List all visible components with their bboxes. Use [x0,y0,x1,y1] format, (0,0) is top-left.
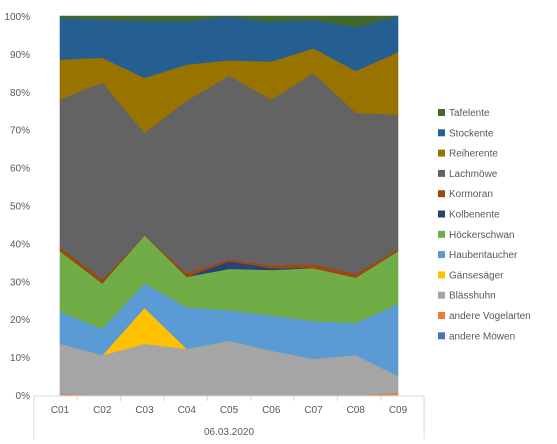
legend-label-blaesshuhn: Blässhuhn [449,291,496,302]
y-axis: 0% 10% 20% 30% 40% 50% 60% 70% 80% 90% 100% [4,12,30,402]
x-tick-label: C04 [178,405,197,416]
y-tick-label: 100% [4,12,30,23]
legend-label-reiherente: Reiherente [449,149,498,160]
x-tick-label: C06 [262,405,281,416]
legend-swatch-andere-moewen [438,332,445,340]
y-tick-label: 50% [10,202,30,213]
y-tick-label: 90% [10,50,30,61]
x-tick-label: C03 [135,405,154,416]
x-tick-label: C02 [93,405,112,416]
legend-swatch-hoeckerschwan [438,230,445,238]
y-tick-label: 30% [10,277,30,288]
x-tick-label: C05 [220,405,239,416]
y-tick-label: 70% [10,126,30,137]
x-tick-label: C08 [347,405,366,416]
series-area-tafelente [59,15,399,28]
legend-swatch-blaesshuhn [438,291,445,299]
legend-label-tafelente: Tafelente [449,108,490,119]
legend: Tafelente Stockente Reiherente Lachmöwe Korm… [438,108,531,342]
legend-label-kolbenente: Kolbenente [449,210,500,221]
legend-label-gaensesaeger: Gänsesäger [449,270,504,281]
x-tick-label: C09 [389,405,408,416]
legend-swatch-reiherente [438,149,445,157]
legend-swatch-haubentaucher [438,251,445,259]
legend-label-andere-vogelarten: andere Vogelarten [449,311,531,322]
y-tick-label: 40% [10,239,30,250]
legend-label-haubentaucher: Haubentaucher [449,250,518,261]
x-group-label: 06.03.2020 [204,427,254,438]
legend-swatch-kormoran [438,190,445,198]
x-tick-label: C01 [51,405,70,416]
y-tick-label: 80% [10,88,30,99]
y-tick-label: 10% [10,353,30,364]
legend-swatch-andere-vogelarten [438,312,445,319]
legend-swatch-kolbenente [438,210,445,218]
legend-swatch-gaensesaeger [438,271,445,279]
legend-swatch-lachmoewe [438,169,445,177]
x-tick-label: C07 [304,405,323,416]
legend-label-hoeckerschwan: Höckerschwan [449,230,515,241]
y-tick-label: 20% [10,315,30,326]
legend-swatch-tafelente [438,109,445,116]
legend-label-andere-moewen: andere Möwen [449,331,515,342]
y-tick-label: 60% [10,164,30,175]
area-layer [59,15,399,396]
y-tick-label: 0% [16,391,31,402]
x-axis: C01 C02 C03 C04 C05 C06 C07 C08 C09 06.03.2020 [33,395,425,439]
legend-label-kormoran: Kormoran [449,189,493,200]
legend-swatch-stockente [438,129,445,137]
legend-label-lachmoewe: Lachmöwe [449,169,498,180]
legend-label-stockente: Stockente [449,128,494,139]
